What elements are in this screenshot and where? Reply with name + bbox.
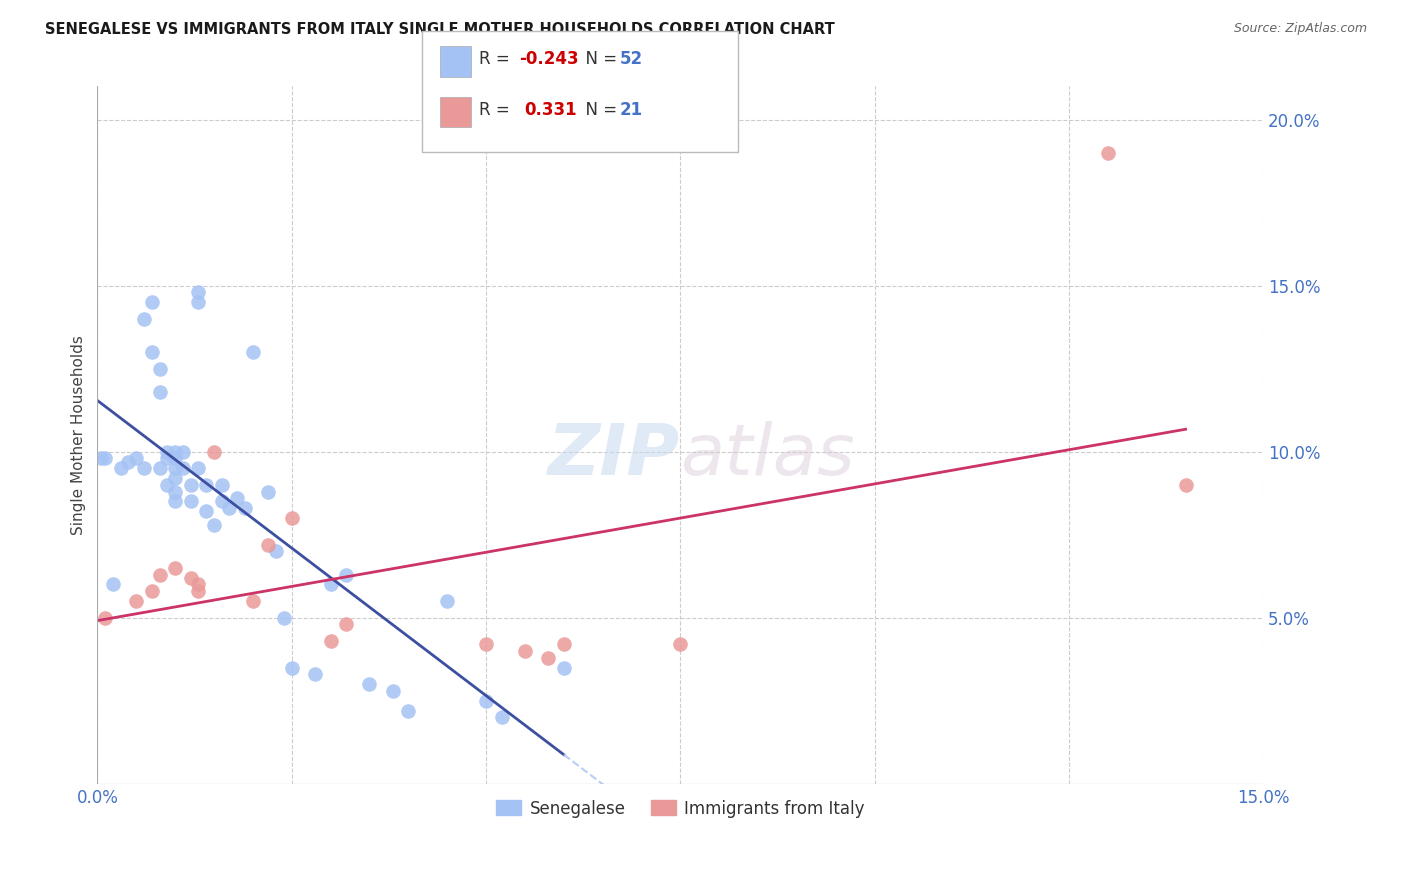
Y-axis label: Single Mother Households: Single Mother Households xyxy=(72,335,86,535)
Point xyxy=(90,451,112,466)
Point xyxy=(359,677,381,691)
Text: ZIP: ZIP xyxy=(548,421,681,491)
Point xyxy=(195,504,218,518)
Point xyxy=(94,451,117,466)
Point xyxy=(132,461,155,475)
Text: SENEGALESE VS IMMIGRANTS FROM ITALY SINGLE MOTHER HOUSEHOLDS CORRELATION CHART: SENEGALESE VS IMMIGRANTS FROM ITALY SING… xyxy=(45,22,835,37)
Point xyxy=(101,577,124,591)
Point xyxy=(396,704,419,718)
Point xyxy=(202,517,225,532)
Point xyxy=(211,494,233,508)
Point xyxy=(187,295,209,310)
Text: Source: ZipAtlas.com: Source: ZipAtlas.com xyxy=(1233,22,1367,36)
Point xyxy=(165,484,187,499)
Text: 21: 21 xyxy=(620,101,643,119)
Point xyxy=(165,494,187,508)
Point xyxy=(280,660,302,674)
Text: 52: 52 xyxy=(620,50,643,68)
Point xyxy=(242,345,264,359)
Point xyxy=(148,361,170,376)
Text: R =: R = xyxy=(479,101,520,119)
Point xyxy=(264,544,287,558)
Point xyxy=(553,660,575,674)
Point xyxy=(513,644,536,658)
Point xyxy=(233,501,256,516)
Point xyxy=(187,584,209,599)
Point xyxy=(273,610,295,624)
Point xyxy=(304,667,326,681)
Point xyxy=(165,471,187,485)
Point xyxy=(148,567,170,582)
Point xyxy=(491,710,513,724)
Point xyxy=(211,478,233,492)
Point xyxy=(202,444,225,458)
Point xyxy=(94,610,117,624)
Point xyxy=(132,311,155,326)
Point xyxy=(335,617,357,632)
Point xyxy=(187,577,209,591)
Point xyxy=(381,683,404,698)
Point xyxy=(187,461,209,475)
Point xyxy=(226,491,249,505)
Point xyxy=(141,295,163,310)
Text: N =: N = xyxy=(575,101,623,119)
Point xyxy=(335,567,357,582)
Point xyxy=(257,538,280,552)
Point xyxy=(172,461,194,475)
Point xyxy=(319,577,342,591)
Point xyxy=(172,444,194,458)
Point xyxy=(537,650,560,665)
Point xyxy=(141,584,163,599)
Point xyxy=(125,451,148,466)
Point xyxy=(125,594,148,608)
Point xyxy=(156,451,179,466)
Text: R =: R = xyxy=(479,50,516,68)
Point xyxy=(156,478,179,492)
Text: atlas: atlas xyxy=(681,421,855,491)
Point xyxy=(148,384,170,399)
Point xyxy=(165,461,187,475)
Point xyxy=(475,694,498,708)
Point xyxy=(280,511,302,525)
Point xyxy=(165,561,187,575)
Point xyxy=(475,637,498,651)
Point xyxy=(165,444,187,458)
Point xyxy=(141,345,163,359)
Point xyxy=(180,494,202,508)
Point xyxy=(319,634,342,648)
Point xyxy=(180,478,202,492)
Point xyxy=(242,594,264,608)
Text: N =: N = xyxy=(575,50,623,68)
Point xyxy=(165,451,187,466)
Point xyxy=(195,478,218,492)
Text: -0.243: -0.243 xyxy=(519,50,578,68)
Point xyxy=(218,501,240,516)
Point xyxy=(436,594,458,608)
Point xyxy=(257,484,280,499)
Point xyxy=(1174,478,1197,492)
Legend: Senegalese, Immigrants from Italy: Senegalese, Immigrants from Italy xyxy=(489,793,872,824)
Point xyxy=(156,444,179,458)
Point xyxy=(1097,145,1119,160)
Point xyxy=(148,461,170,475)
Point xyxy=(553,637,575,651)
Point xyxy=(669,637,692,651)
Point xyxy=(110,461,132,475)
Point xyxy=(180,571,202,585)
Point xyxy=(117,455,139,469)
Text: 0.331: 0.331 xyxy=(524,101,576,119)
Point xyxy=(187,285,209,300)
